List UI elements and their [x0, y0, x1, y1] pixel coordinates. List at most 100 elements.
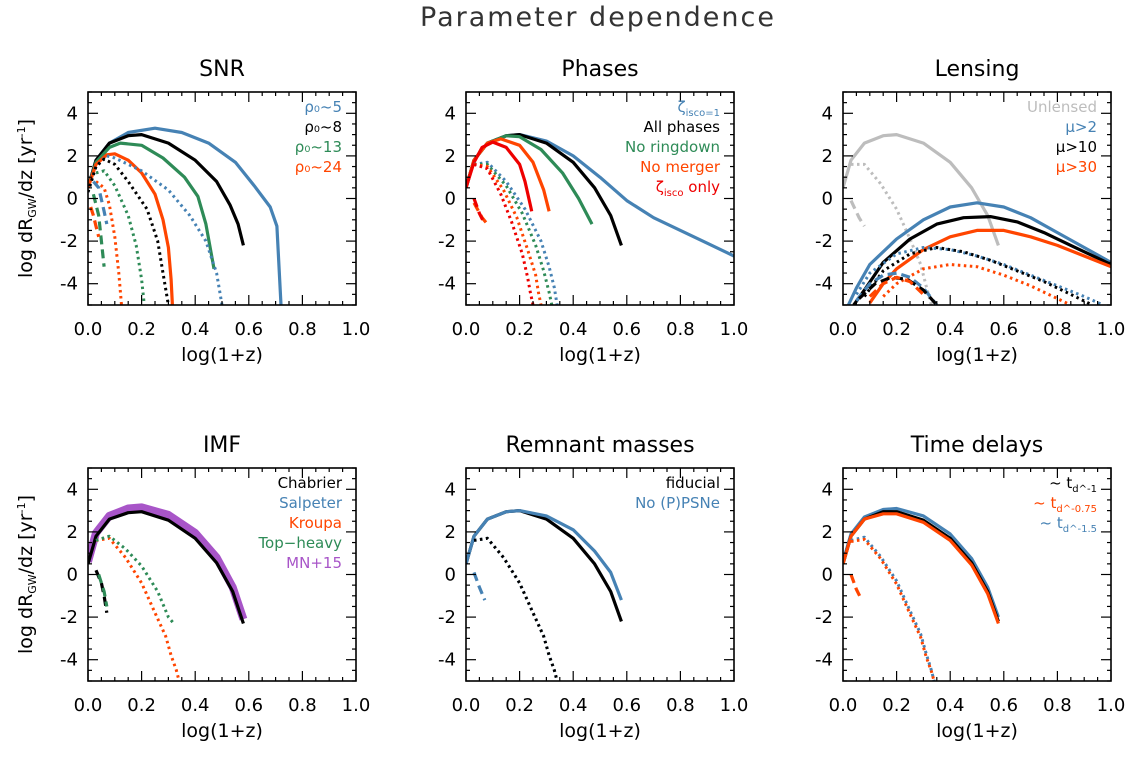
legend-entry: ζisco only: [656, 178, 720, 199]
series-line-purple-band: [88, 503, 248, 621]
legend-entry: No ringdown: [625, 138, 720, 156]
x-tick-label: 1.0: [720, 695, 749, 716]
x-tick-label: 0.2: [882, 695, 911, 716]
series-line-green-solid: [88, 141, 216, 270]
y-tick-label: -4: [438, 650, 456, 671]
x-tick-label: 1.0: [1097, 695, 1126, 716]
panel-title: Phases: [561, 57, 638, 82]
y-tick-label: 0: [445, 189, 456, 210]
x-tick-label: 1.0: [342, 695, 371, 716]
series-line-blue-dotted: [850, 535, 936, 681]
y-axis-label: log dRGW/dz [yr-1]: [15, 495, 39, 654]
series-line-green-dotted: [95, 534, 175, 625]
legend-entry: ~ td^-0.75: [1033, 494, 1097, 515]
legend-entry: ~ td^-1: [1049, 474, 1097, 495]
x-tick-label: 0.6: [989, 319, 1018, 340]
y-tick-label: 4: [67, 479, 78, 500]
panel-4: Remnant masses 0.0 0.2 0.4 0.6 0.8 1.0 -4 -2 0 2 4 l…: [438, 433, 748, 742]
legend-entry: Salpeter: [279, 494, 343, 512]
x-tick-label: 0.4: [936, 319, 965, 340]
x-tick-label: 0.8: [1043, 695, 1072, 716]
x-tick-label: 0.2: [882, 319, 911, 340]
y-tick-label: -4: [815, 650, 833, 671]
y-tick-label: 2: [445, 146, 456, 167]
series-line-black-dotted: [88, 157, 170, 305]
y-tick-label: -2: [815, 231, 833, 252]
legend-entry: ~ td^-1.5: [1040, 514, 1097, 535]
y-tick-label: 2: [445, 522, 456, 543]
legend-entry: Chabrier: [278, 474, 343, 492]
x-axis-label: log(1+z): [181, 344, 263, 366]
legend-entry: ρ₀~5: [304, 98, 342, 116]
y-tick-label: 2: [67, 146, 78, 167]
series-line-green-dashed: [97, 574, 109, 607]
series-line-green-dashed: [91, 193, 106, 267]
series-line-black-dotted: [863, 246, 1093, 305]
x-tick-label: 0.6: [612, 319, 641, 340]
x-tick-label: 0.4: [559, 695, 588, 716]
series-line-blue-dashed: [855, 271, 939, 305]
series-line-black-dotted: [473, 536, 559, 681]
legend-entry: μ>10: [1056, 138, 1097, 156]
y-tick-label: -2: [815, 607, 833, 628]
x-tick-label: 0.6: [612, 695, 641, 716]
series-line-blue-dashed: [92, 180, 109, 225]
series-line-grey-dashed: [849, 199, 866, 228]
x-tick-label: 0.2: [127, 319, 156, 340]
y-tick-label: -4: [815, 274, 833, 295]
y-tick-label: -2: [438, 607, 456, 628]
y-tick-label: 2: [67, 522, 78, 543]
figure-title: Parameter dependence: [420, 2, 776, 33]
x-axis-label: log(1+z): [936, 344, 1018, 366]
series-line-blue-dotted: [88, 154, 224, 305]
x-tick-label: 0.0: [829, 319, 858, 340]
x-tick-label: 0.4: [181, 695, 210, 716]
series-line-red-dotted: [473, 162, 535, 305]
series-line-orange-solid: [843, 512, 1000, 625]
panel-title: SNR: [199, 57, 245, 82]
legend-entry: Kroupa: [289, 514, 342, 532]
x-axis-label: log(1+z): [936, 720, 1018, 742]
panel-1: Phases 0.0 0.2 0.4 0.6 0.8 1.0 -4 -2 0 2 4 log(1+z) ζ…: [438, 57, 748, 366]
panel-3: IMF 0.0 0.2 0.4 0.6 0.8 1.0 -4 -2 0 2 4 log(1+z) log …: [15, 433, 370, 742]
legend-entry: ρ₀~8: [304, 118, 342, 136]
x-tick-label: 0.0: [74, 319, 103, 340]
series-line-orange-dotted: [850, 537, 936, 681]
y-tick-label: 4: [822, 103, 833, 124]
y-tick-label: 4: [822, 479, 833, 500]
series-line-grey-dotted: [851, 162, 933, 305]
x-tick-label: 0.8: [666, 319, 695, 340]
legend-entry: fiducial: [666, 474, 720, 492]
series-line-black-solid: [88, 510, 245, 625]
x-tick-label: 0.8: [288, 695, 317, 716]
series-line-orange-dashed: [868, 275, 925, 298]
legend-entry: ζisco=1: [677, 98, 720, 119]
y-tick-label: -4: [60, 274, 78, 295]
x-tick-label: 0.2: [505, 319, 534, 340]
series-line-orange-dashed: [89, 206, 101, 238]
x-axis-label: log(1+z): [181, 720, 263, 742]
panel-title: Time delays: [910, 433, 1043, 458]
x-tick-label: 0.6: [989, 695, 1018, 716]
x-tick-label: 0.0: [452, 319, 481, 340]
legend-entry: μ>2: [1065, 118, 1097, 136]
x-tick-label: 0.0: [829, 695, 858, 716]
series-line-black-solid: [466, 509, 623, 622]
y-tick-label: -4: [60, 650, 78, 671]
panel-0: SNR 0.0 0.2 0.4 0.6 0.8 1.0 -4 -2 0 2 4 log(1+z) log …: [15, 57, 370, 366]
x-tick-label: 0.0: [452, 695, 481, 716]
y-tick-label: 4: [67, 103, 78, 124]
series-line-red-solid: [466, 140, 534, 212]
legend-entry: No (P)PSNe: [635, 494, 720, 512]
series-line-blue-solid: [466, 509, 623, 601]
legend-entry: No merger: [640, 158, 721, 176]
y-axis-label: log dRGW/dz [yr-1]: [15, 119, 39, 278]
series-line-blue-solid: [846, 201, 1111, 305]
x-tick-label: 0.6: [234, 695, 263, 716]
panel-title: IMF: [203, 433, 241, 458]
series-line-blue-dotted: [473, 536, 559, 681]
series-line-blue-solid: [843, 506, 1000, 618]
series-line-orange-dotted: [95, 180, 123, 305]
x-tick-label: 0.8: [1043, 319, 1072, 340]
